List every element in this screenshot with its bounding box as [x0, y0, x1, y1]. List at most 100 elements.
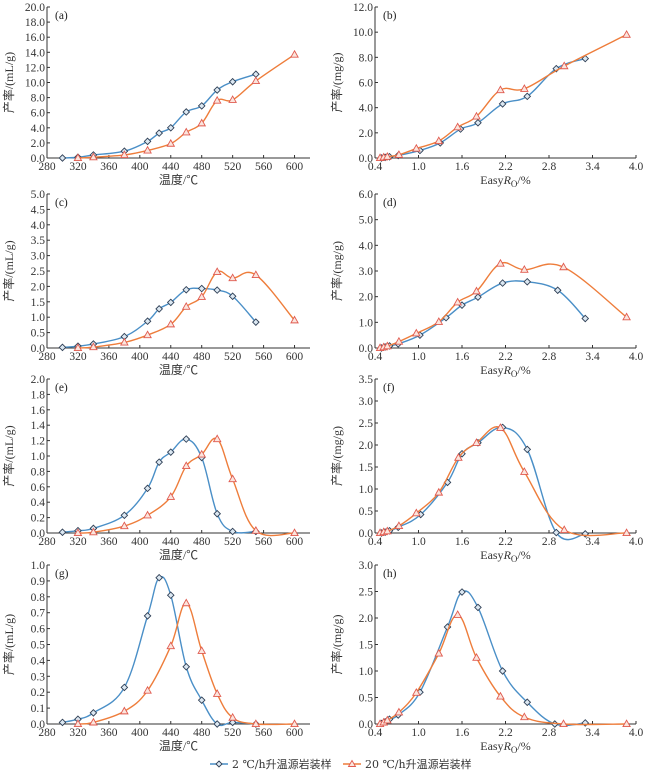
data-point-triangle	[496, 258, 505, 267]
y-tick-label: 1.0	[31, 312, 46, 324]
y-tick-label: 0.1	[31, 703, 46, 715]
data-point-diamond	[143, 137, 152, 146]
data-point-triangle	[382, 715, 392, 724]
data-point-diamond	[155, 305, 163, 313]
data-point-triangle	[181, 461, 191, 470]
data-point-diamond	[552, 528, 561, 537]
data-point-triangle	[496, 691, 505, 700]
y-tick-label: 2.0	[359, 613, 374, 625]
y-tick-label: 2.0	[31, 374, 46, 386]
y-tick-label: 12.0	[353, 2, 373, 14]
x-tick-label: 280	[38, 351, 56, 363]
x-axis-title: EasyRO/%	[480, 548, 531, 564]
x-tick-label: 520	[224, 536, 242, 548]
x-tick-label: 2.8	[542, 727, 557, 739]
x-tick-label: 400	[131, 351, 149, 363]
y-axis-title: 产率/(mL/g)	[1, 614, 16, 675]
x-tick-label: 2.8	[542, 351, 557, 363]
legend-label-2: 20 ℃/h升温源岩装样	[365, 757, 472, 771]
y-tick-label: 0.0	[31, 343, 46, 355]
x-tick-label: 1.6	[455, 351, 470, 363]
y-axis-title: 产率/(mL/g)	[1, 52, 16, 113]
data-point-triangle	[434, 317, 444, 325]
data-point-diamond	[523, 698, 532, 707]
panel-label: (e)	[55, 382, 68, 394]
series-line	[62, 287, 257, 349]
series-line	[77, 53, 295, 159]
y-axis-title: 产率/(mg/g)	[329, 53, 344, 113]
data-point-triangle	[453, 297, 463, 306]
y-tick-label: 6.0	[359, 189, 374, 201]
data-point-triangle	[166, 641, 176, 650]
data-point-triangle	[89, 342, 98, 351]
data-point-diamond	[213, 509, 222, 518]
y-tick-label: 0.0	[359, 719, 374, 731]
data-point-diamond	[228, 292, 237, 301]
x-tick-label: 480	[193, 536, 211, 548]
x-tick-label: 3.4	[585, 536, 600, 548]
data-point-triangle	[519, 264, 529, 273]
y-tick-label: 1.0	[359, 666, 374, 678]
y-tick-label: 0.5	[31, 640, 46, 652]
y-tick-label: 20.0	[25, 2, 45, 14]
x-tick-label: 440	[162, 161, 180, 173]
y-tick-label: 0.4	[31, 655, 46, 667]
data-point-diamond	[474, 603, 482, 612]
data-point-diamond	[581, 314, 590, 323]
x-axis-title: 温度/℃	[159, 172, 198, 187]
data-point-diamond	[474, 118, 482, 127]
data-point-triangle	[290, 719, 299, 728]
y-tick-label: 2.0	[31, 281, 46, 293]
data-point-diamond	[458, 588, 466, 596]
legend-label-1: 2 ℃/h升温源岩装样	[232, 757, 332, 771]
y-tick-label: 2.0	[359, 128, 374, 140]
x-tick-label: 4.0	[629, 536, 644, 548]
y-tick-label: 0.6	[31, 624, 46, 636]
y-tick-label: 1.0	[359, 484, 374, 496]
y-tick-label: 0.9	[31, 576, 46, 588]
data-point-triangle	[251, 270, 261, 279]
x-tick-label: 0.4	[368, 351, 383, 363]
data-point-triangle	[394, 150, 404, 158]
y-tick-label: 2.5	[359, 418, 374, 430]
y-tick-label: 3.0	[359, 396, 374, 408]
y-tick-label: 6.0	[359, 78, 374, 90]
data-point-triangle	[559, 262, 568, 271]
y-tick-label: 1.5	[359, 640, 374, 652]
panel-label: (f)	[383, 382, 395, 394]
y-tick-label: 1.8	[31, 389, 46, 401]
y-tick-label: 0.4	[31, 497, 46, 509]
data-point-triangle	[212, 267, 222, 275]
data-point-diamond	[182, 435, 191, 443]
x-tick-label: 320	[69, 161, 87, 173]
data-point-triangle	[228, 474, 238, 483]
chart-panel-h: 0.0 0.5 1.0 1.5 2.0 2.5 3.0 0.4 1.0 1.6 2.2 2.8 3.4 4…	[329, 560, 643, 755]
chart-panel-a: 0.0 2.0 4.0 6.0 8.0 10.0 12.0 14.0 16.0 18.0 20.0 2…	[1, 2, 310, 187]
x-tick-label: 320	[69, 536, 87, 548]
x-tick-label: 2.8	[542, 536, 557, 548]
data-point-triangle	[394, 336, 404, 345]
data-point-triangle	[197, 646, 207, 654]
y-tick-label: 4.0	[359, 240, 374, 252]
data-point-triangle	[73, 343, 83, 352]
x-tick-label: 600	[286, 536, 304, 548]
y-tick-label: 1.5	[359, 462, 374, 474]
y-tick-label: 1.0	[31, 451, 46, 463]
data-point-triangle	[290, 528, 299, 537]
x-tick-label: 440	[162, 536, 180, 548]
x-tick-label: 0.4	[368, 536, 383, 548]
x-axis-title: 温度/℃	[159, 547, 198, 562]
x-tick-label: 560	[255, 351, 273, 363]
x-tick-label: 520	[224, 161, 242, 173]
data-point-diamond	[155, 458, 163, 466]
y-tick-label: 2.5	[31, 266, 46, 278]
data-point-triangle	[622, 719, 631, 728]
y-tick-label: 0.3	[31, 671, 46, 683]
data-point-triangle	[434, 487, 444, 496]
data-point-diamond	[498, 667, 507, 675]
legend: 2 ℃/h升温源岩装样 20 ℃/h升温源岩装样	[210, 757, 472, 771]
data-point-triangle	[519, 84, 529, 92]
data-point-triangle	[119, 150, 129, 159]
panel-label: (c)	[55, 197, 68, 209]
